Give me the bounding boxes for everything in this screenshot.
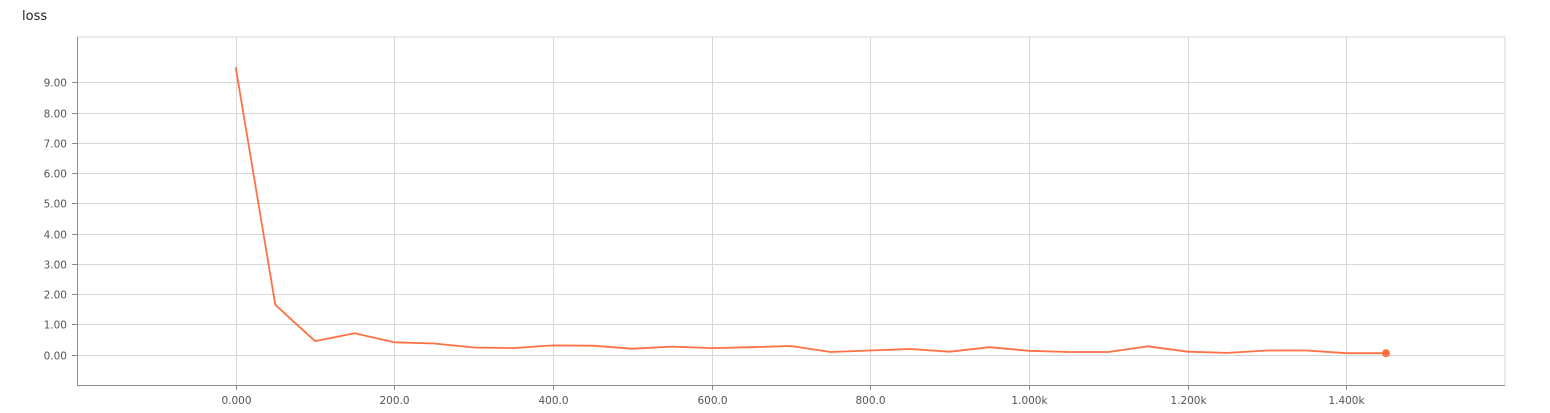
axis-layer bbox=[72, 37, 1505, 390]
tick-label-layer: 0.00 1.00 2.00 3.00 4.00 5.00 6.00 7.00 8.00 9.00… bbox=[44, 78, 1366, 408]
y-tick-label: 8.00 bbox=[44, 109, 67, 121]
y-tick-label: 9.00 bbox=[44, 78, 67, 90]
y-tick-label: 0.00 bbox=[44, 351, 67, 363]
x-tick-label: 1.200k bbox=[1170, 395, 1207, 407]
y-tick-label: 6.00 bbox=[44, 169, 67, 181]
series-layer bbox=[234, 67, 1390, 358]
x-tick-label: 200.0 bbox=[379, 395, 409, 407]
loss-series-line bbox=[234, 67, 1386, 355]
x-tick-label: 0.000 bbox=[221, 395, 251, 407]
chart-title: loss bbox=[22, 9, 48, 24]
last-point-marker bbox=[1382, 349, 1390, 358]
x-tick-label: 1.400k bbox=[1328, 395, 1365, 407]
y-tick-label: 3.00 bbox=[44, 260, 67, 272]
y-tick-label: 2.00 bbox=[44, 290, 67, 302]
y-tick-label: 4.00 bbox=[44, 230, 67, 242]
y-tick-label: 5.00 bbox=[44, 199, 67, 211]
x-tick-label: 800.0 bbox=[855, 395, 885, 407]
grid-layer bbox=[77, 36, 1506, 385]
y-tick-label: 1.00 bbox=[44, 320, 67, 332]
x-tick-label: 1.000k bbox=[1011, 395, 1048, 407]
x-tick-label: 400.0 bbox=[538, 395, 568, 407]
y-tick-label: 7.00 bbox=[44, 139, 67, 151]
x-tick-label: 600.0 bbox=[697, 395, 727, 407]
